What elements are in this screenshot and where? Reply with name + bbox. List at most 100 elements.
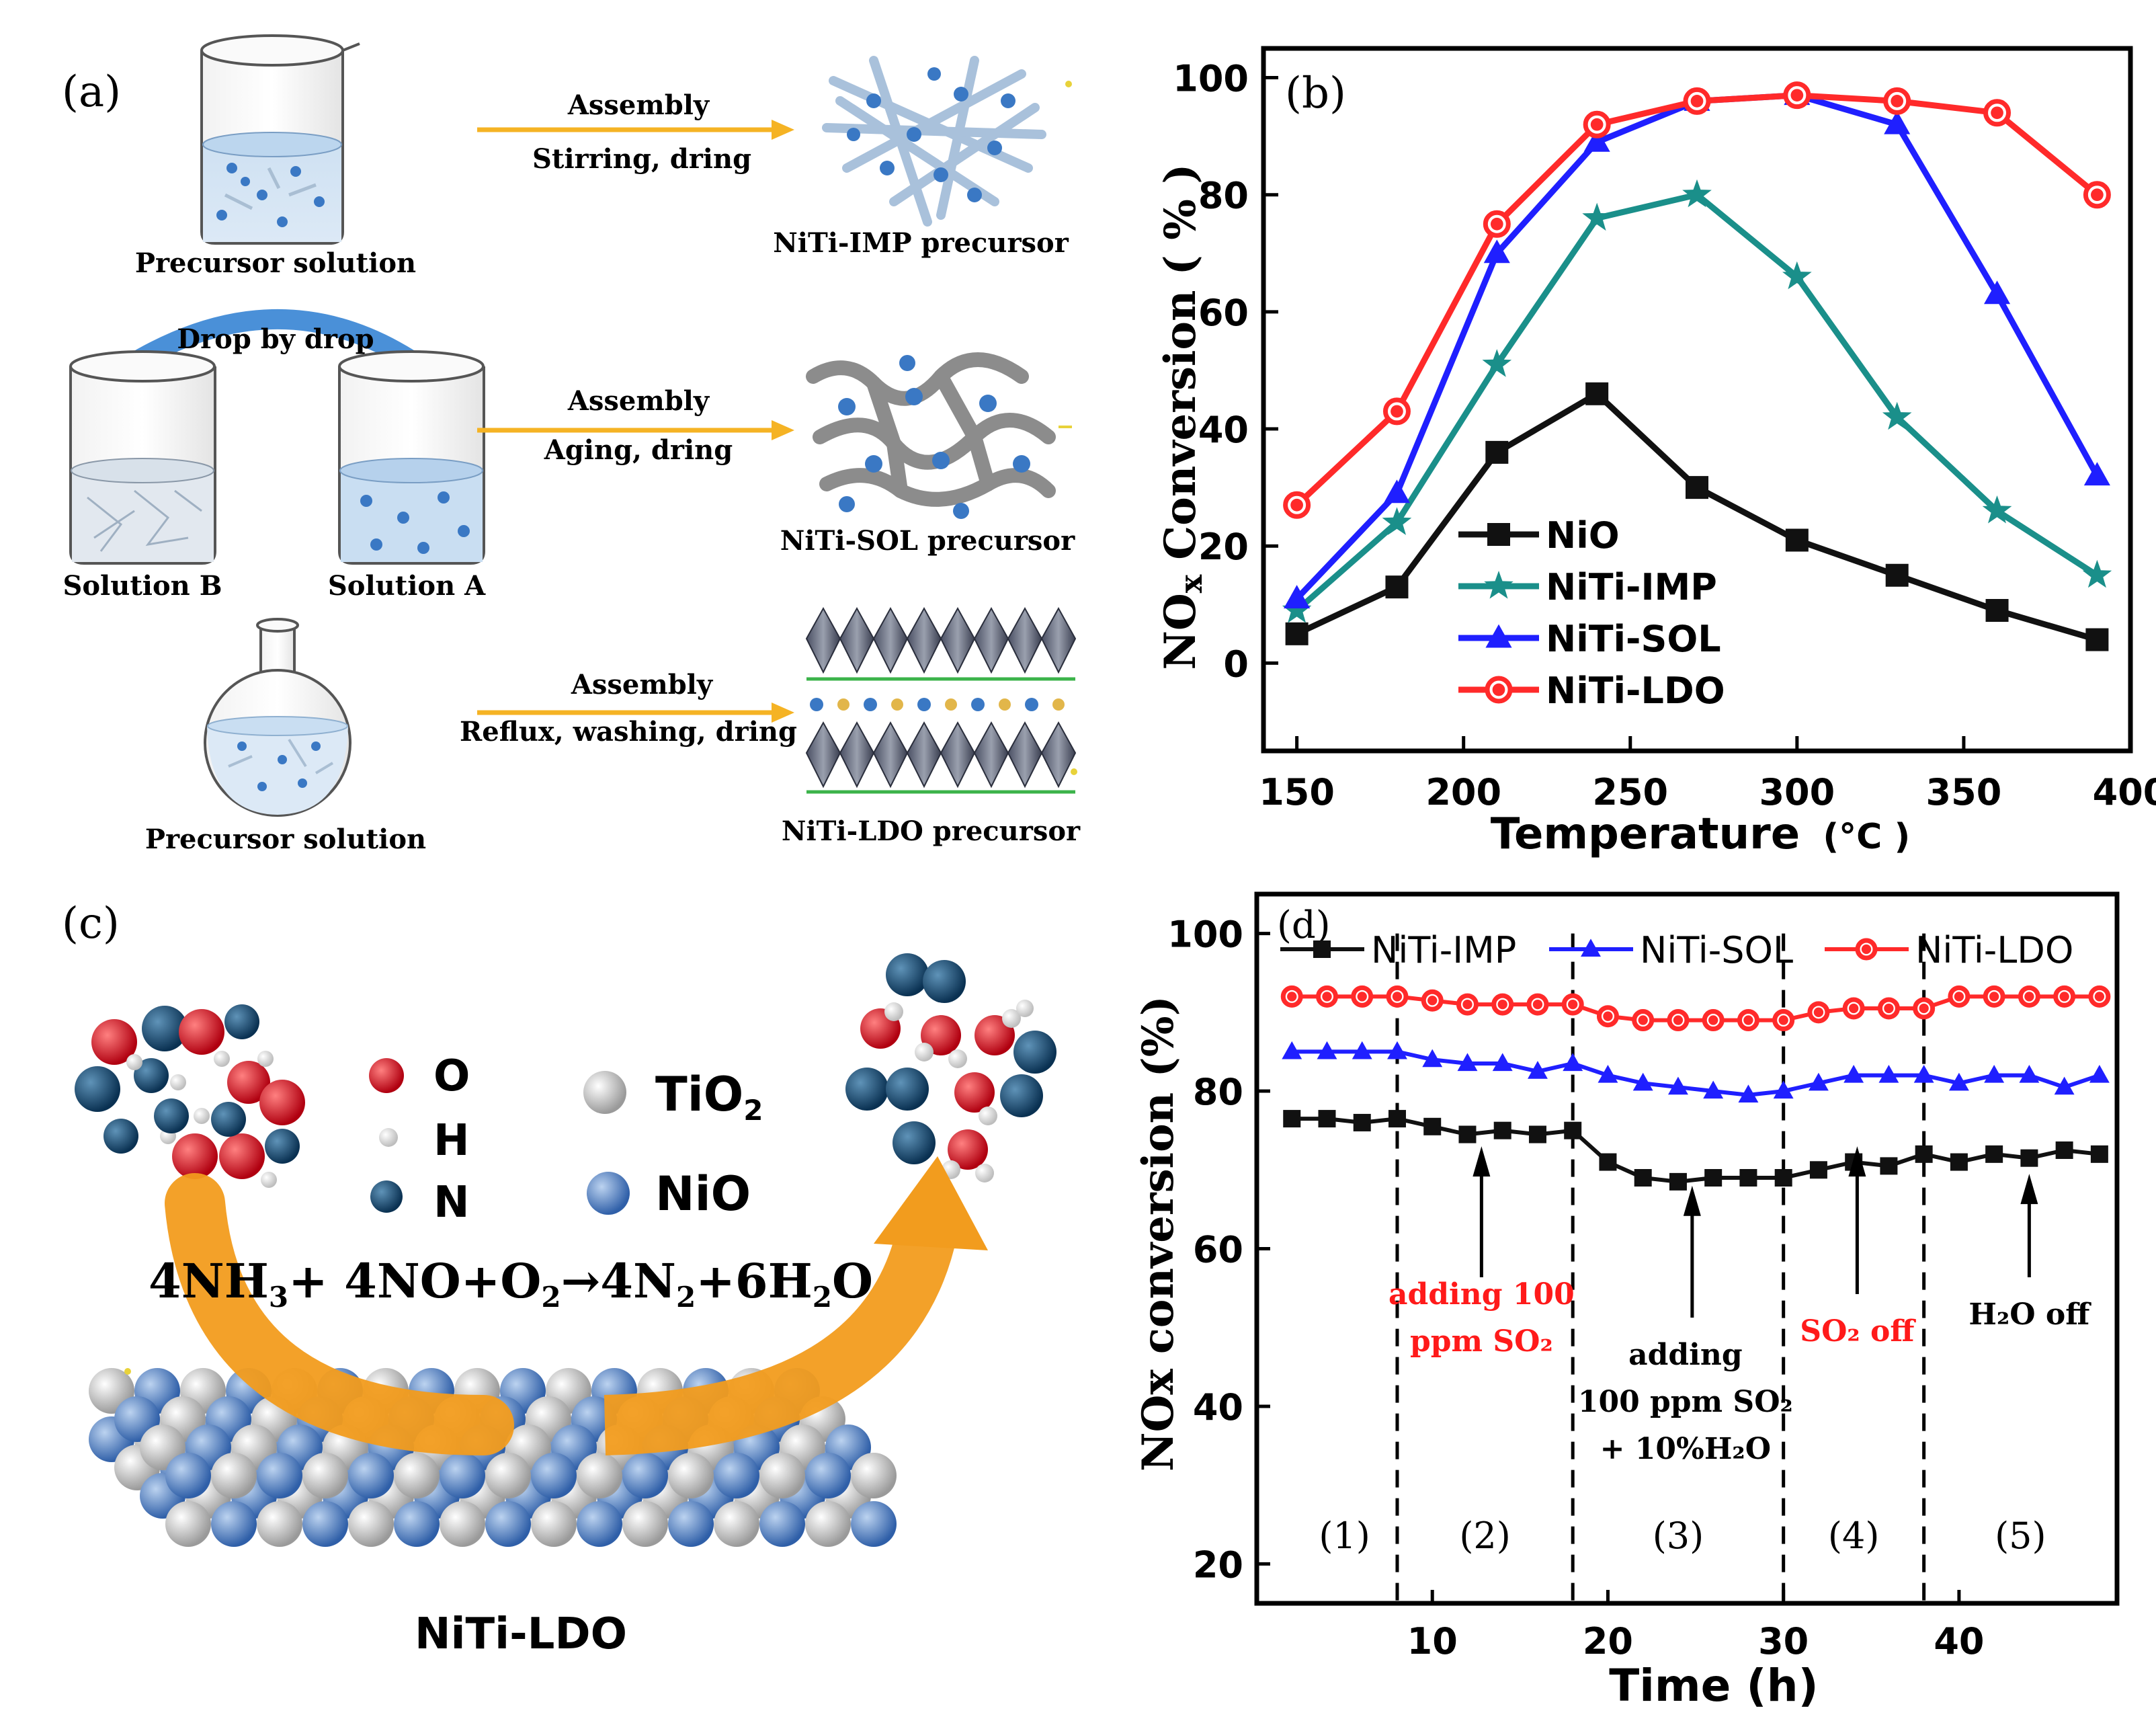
data-point-core xyxy=(1638,1015,1648,1025)
legend-marker-core xyxy=(1492,683,1505,696)
data-point-core xyxy=(1891,95,1904,108)
data-point xyxy=(1422,1049,1443,1068)
tio2-ball xyxy=(485,1453,531,1498)
data-point-core xyxy=(1778,1015,1788,1025)
data-point-core xyxy=(1884,1003,1894,1014)
nio-ball xyxy=(257,1453,302,1498)
data-point xyxy=(1984,1065,2005,1083)
y-axis-title: NOx conversion (%) xyxy=(1133,996,1184,1472)
y-axis-label: Conversion xyxy=(1155,290,1206,559)
nitrogen-ball-icon xyxy=(370,1180,403,1213)
data-point xyxy=(1492,1053,1513,1072)
data-point xyxy=(1353,1113,1371,1131)
data-point xyxy=(1785,528,1809,552)
row3-right-caption: NiTi-LDO precursor xyxy=(782,815,1081,847)
nio-ball xyxy=(714,1453,759,1498)
tio2-ball xyxy=(302,1453,348,1498)
solution-a-caption: Solution A xyxy=(328,570,486,602)
data-point-core xyxy=(1497,999,1507,1010)
tio2-ball xyxy=(851,1453,897,1498)
plot-frame xyxy=(1261,46,2133,754)
annotation-arrowhead xyxy=(1683,1185,1701,1216)
annotation: H₂O off xyxy=(1968,1174,2091,1332)
data-point xyxy=(1599,1153,1617,1171)
data-point-core xyxy=(2024,992,2034,1002)
series-nio xyxy=(1285,382,2109,651)
data-point xyxy=(2090,1145,2108,1163)
data-point xyxy=(1528,1125,1546,1144)
data-point xyxy=(1884,110,1911,134)
series-line xyxy=(1292,1117,2100,1184)
data-point xyxy=(1282,1041,1302,1059)
data-point xyxy=(1703,1080,1724,1099)
y-tick-label: 20 xyxy=(1193,1543,1243,1586)
legend-marker xyxy=(1487,523,1510,546)
legend-label: NiTi-SOL xyxy=(1640,929,1793,971)
data-point xyxy=(1284,585,1311,609)
data-point xyxy=(2055,1141,2073,1159)
x-axis-title: Temperature (°C ) xyxy=(1491,809,1910,859)
nio-ball xyxy=(577,1501,622,1547)
data-point-core xyxy=(1462,999,1473,1010)
data-point-core xyxy=(1287,992,1297,1002)
data-point xyxy=(1583,128,1610,152)
data-point xyxy=(1632,1072,1653,1091)
data-point-core xyxy=(1849,1003,1859,1014)
niti-imp-precursor-image xyxy=(822,56,1072,227)
legend-label: NiTi-SOL xyxy=(1546,618,1721,660)
nio-ball xyxy=(805,1453,851,1498)
data-point-core xyxy=(1590,118,1604,131)
data-point-core xyxy=(1919,1003,1929,1014)
annotation: adding 100 ppm SO₂ xyxy=(1388,1146,1575,1359)
legend-nio-label: NiO xyxy=(655,1166,751,1221)
legend-label: NiTi-IMP xyxy=(1546,566,1717,608)
data-point-core xyxy=(1603,1011,1613,1021)
data-point xyxy=(1317,1041,1337,1059)
oxygen-ball-icon xyxy=(369,1058,404,1093)
data-point-core xyxy=(1532,999,1543,1010)
atom-legend: O H N TiO2 NiO xyxy=(369,1051,763,1228)
data-point-core xyxy=(1690,95,1704,108)
row3-left-caption: Precursor solution xyxy=(145,824,426,855)
row3-step-bottom: Reflux, washing, dring xyxy=(460,716,797,748)
series-niti-ldo xyxy=(1280,985,2111,1032)
y-tick-label: 60 xyxy=(1193,1229,1243,1271)
y-axis-prefix: NO xyxy=(1155,593,1206,670)
annotation-arrowhead xyxy=(2020,1174,2038,1205)
row2-transfer-text: Drop by drop xyxy=(177,323,374,355)
legend-n-label: N xyxy=(433,1178,470,1228)
panel-a-label: (a) xyxy=(62,67,121,117)
data-point xyxy=(1948,1072,1969,1091)
solution-b-caption: Solution B xyxy=(63,570,222,602)
nio-ball xyxy=(485,1501,531,1547)
legend-label: NiTi-LDO xyxy=(1546,670,1725,712)
y-tick-label: 100 xyxy=(1173,58,1249,100)
data-point xyxy=(1282,595,1312,623)
nio-ball xyxy=(622,1453,668,1498)
stage-label: (3) xyxy=(1653,1515,1704,1557)
data-point xyxy=(1457,1053,1478,1072)
nio-ball xyxy=(851,1501,897,1547)
data-point xyxy=(1585,382,1609,405)
tio2-ball xyxy=(759,1453,805,1498)
reaction-arrow xyxy=(124,1156,988,1455)
panel-a-synthesis-scheme: (a) Precursor solution Assembly Stirring… xyxy=(62,34,1081,855)
tio2-ball xyxy=(394,1453,440,1498)
y-tick-label: 60 xyxy=(1198,292,1249,334)
data-point xyxy=(1983,280,2011,305)
round-flask-icon xyxy=(204,618,351,817)
stage-label: (4) xyxy=(1828,1515,1880,1557)
tio2-ball xyxy=(440,1501,485,1547)
annotation-text: adding 100 xyxy=(1388,1277,1575,1312)
y-tick-label: 80 xyxy=(1198,175,1249,217)
annotation-text: + 10%H₂O xyxy=(1600,1432,1771,1466)
x-tick-label: 20 xyxy=(1583,1620,1633,1662)
nio-ball xyxy=(440,1453,485,1498)
x-tick-label: 150 xyxy=(1259,771,1335,813)
data-point xyxy=(1985,599,2009,622)
nio-ball xyxy=(759,1501,805,1547)
annotation-text: adding xyxy=(1628,1338,1743,1372)
data-point xyxy=(1485,440,1509,464)
x-axis-label: Temperature xyxy=(1491,809,1800,859)
row1-right-caption: NiTi-IMP precursor xyxy=(773,227,1069,259)
